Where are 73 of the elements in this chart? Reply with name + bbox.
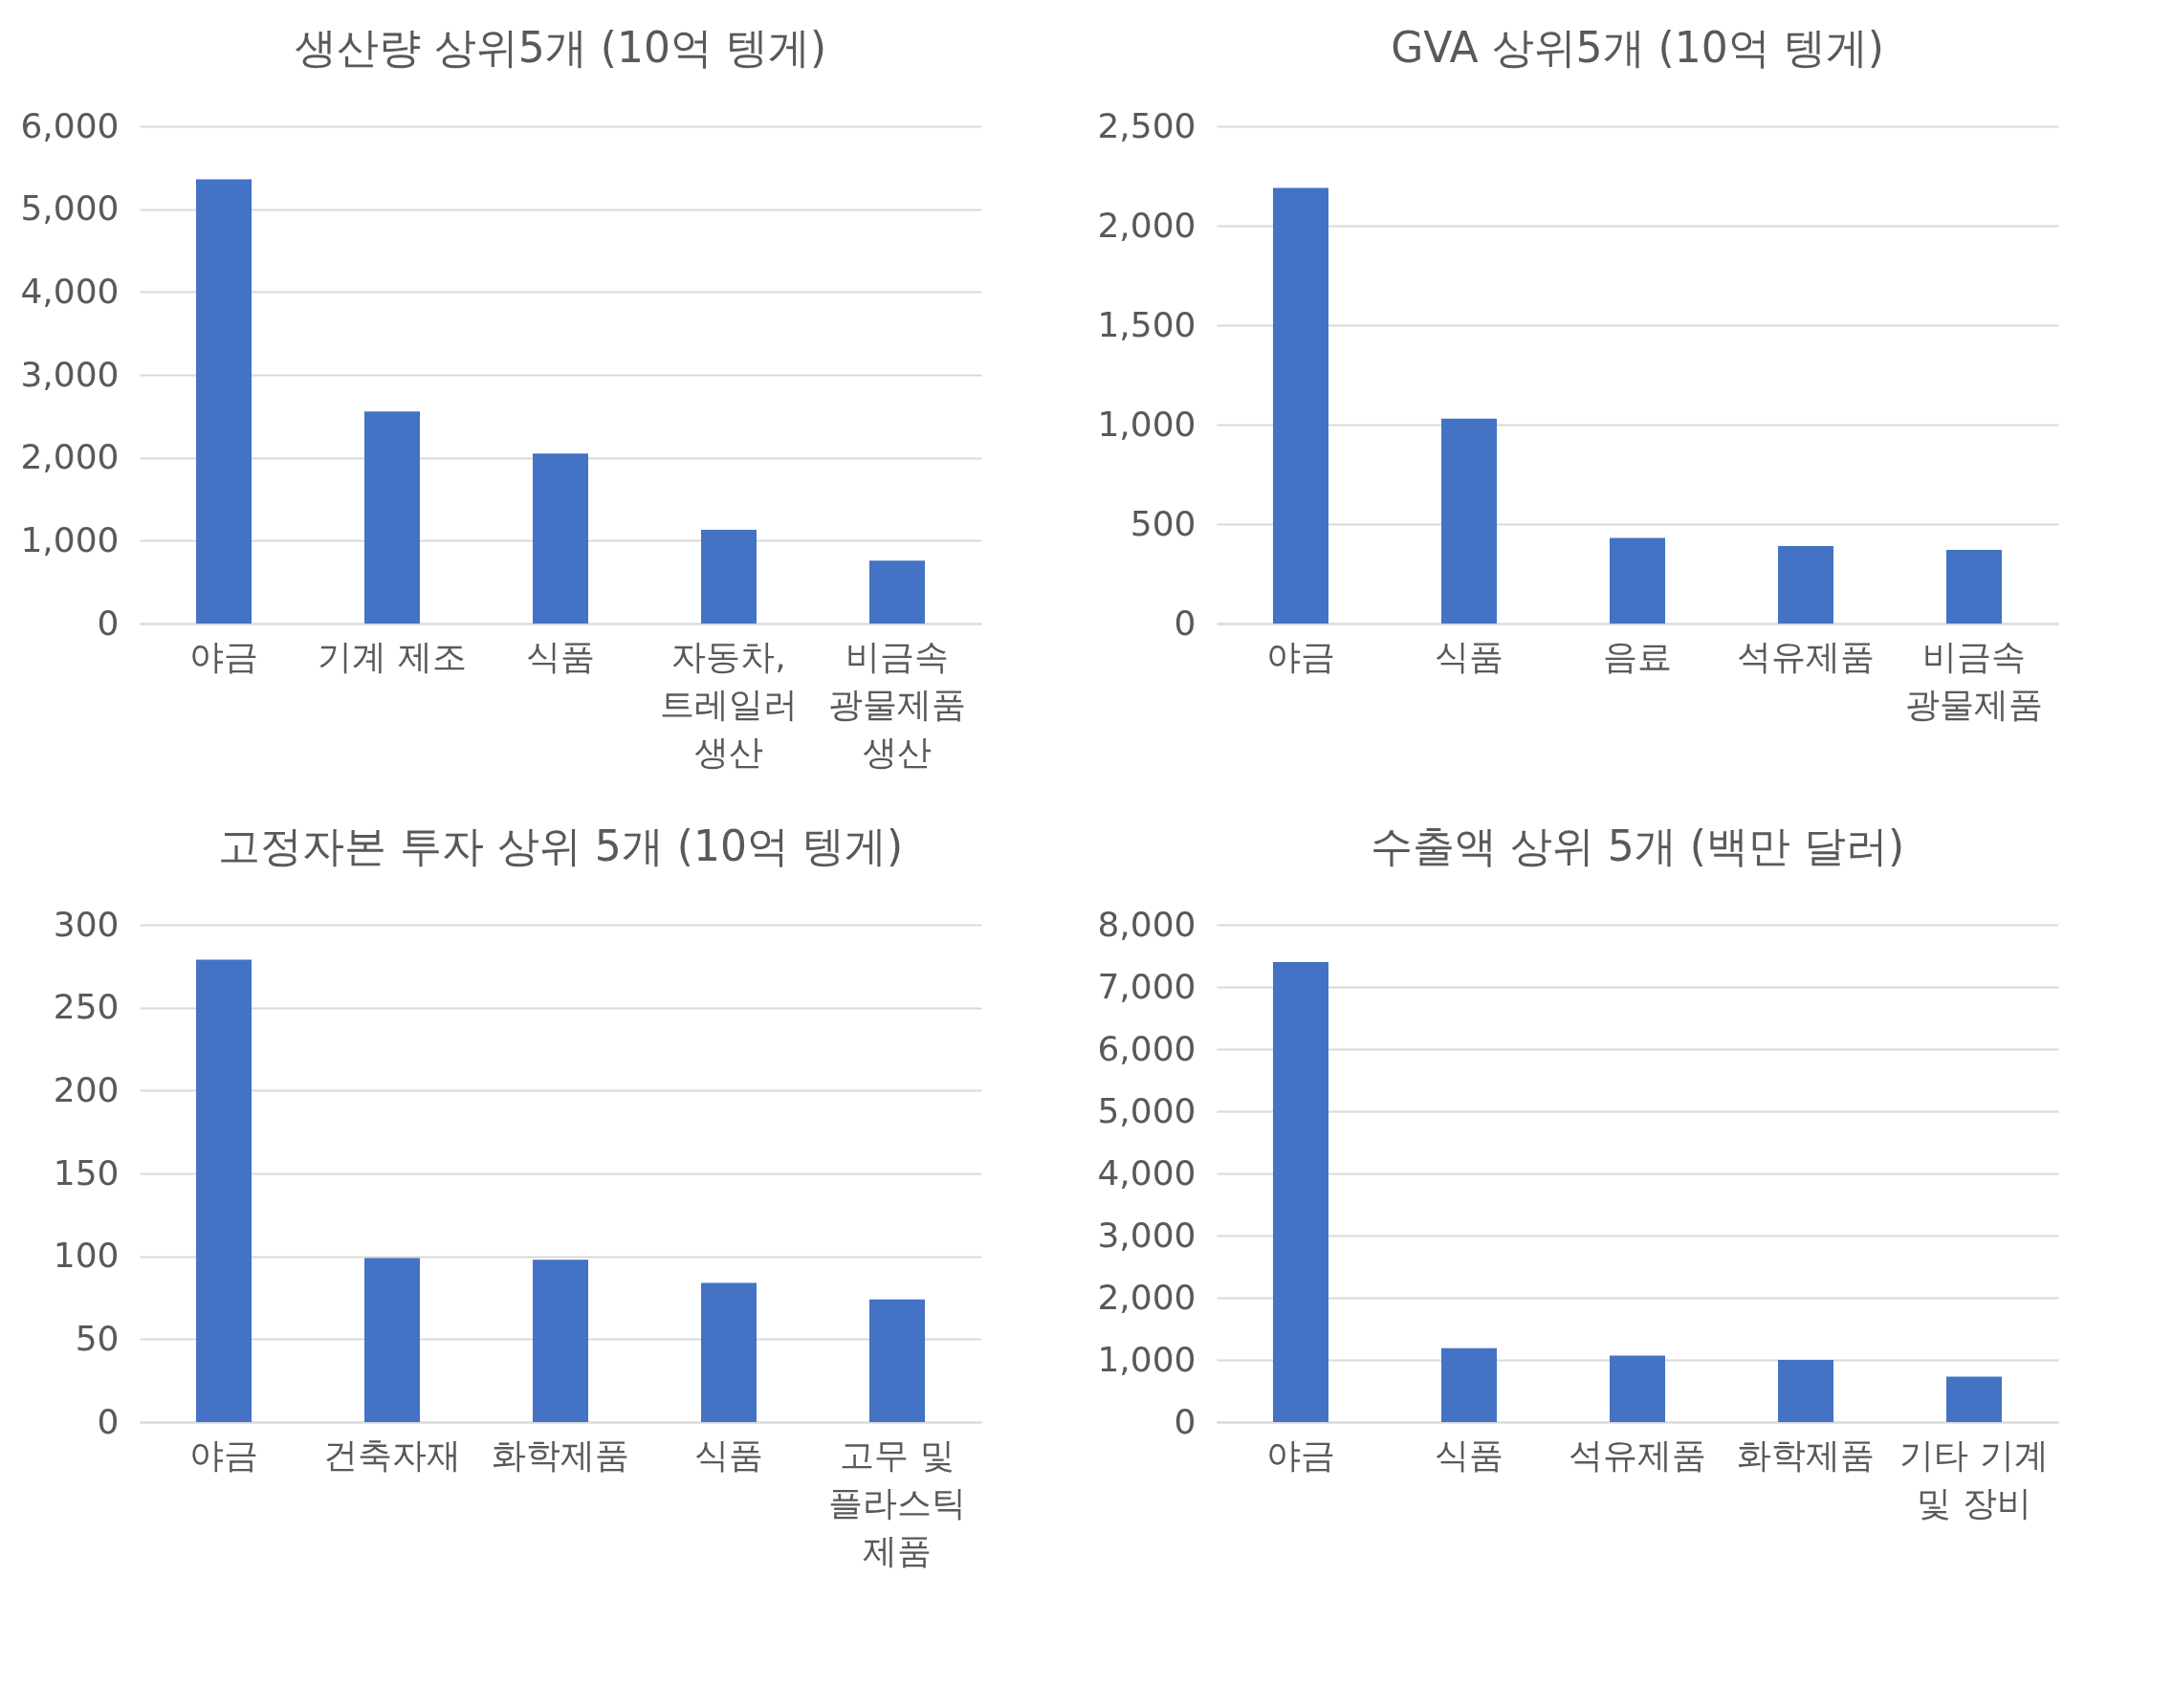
x-tick-label: 비금속 광물제품 [1905,636,2043,724]
y-tick-label: 6,000 [1097,1028,1196,1068]
bar [1273,187,1328,624]
y-tick-label: 6,000 [20,105,120,145]
x-tick-label: 식품 [1435,1434,1504,1475]
y-tick-label: 250 [53,987,120,1027]
y-tick-label: 8,000 [1097,904,1196,944]
y-tick-label: 150 [53,1152,120,1193]
y-tick-label: 5,000 [1097,1090,1196,1130]
x-tick-label: 음료 [1603,636,1672,676]
y-tick-label: 2,000 [1097,1277,1196,1317]
y-tick-label: 300 [53,904,120,944]
y-tick-label: 0 [1174,602,1196,643]
y-tick-label: 1,500 [1097,304,1196,344]
bar [869,560,925,624]
x-tick-label: 식품 [1435,636,1504,676]
x-tick-label: 기계 제조 [318,636,467,676]
y-tick-label: 1,000 [1097,1339,1196,1379]
chart-title: 고정자본 투자 상위 5개 (10억 텡게) [217,821,904,870]
y-tick-label: 7,000 [1097,966,1196,1006]
x-tick-label: 고무 및 플라스틱 제품 [828,1434,966,1570]
y-tick-label: 4,000 [20,271,120,311]
y-tick-label: 2,000 [20,437,120,477]
y-tick-label: 0 [97,602,120,643]
bar [701,1282,757,1422]
y-tick-label: 50 [75,1318,120,1358]
y-tick-label: 2,500 [1097,105,1196,145]
y-tick-label: 200 [53,1069,120,1109]
x-tick-label: 야금 [189,636,258,676]
y-tick-label: 2,000 [1097,205,1196,245]
bar [196,959,252,1422]
bar [1946,1376,2002,1422]
chart-title: GVA 상위5개 (10억 텡게) [1391,23,1884,72]
y-tick-label: 4,000 [1097,1152,1196,1193]
y-tick-label: 1,000 [1097,404,1196,444]
bar [701,530,757,624]
x-tick-label: 기타 기계 및 장비 [1899,1434,2049,1522]
y-tick-label: 3,000 [20,354,120,394]
x-tick-label: 석유제품 [1569,1434,1706,1475]
y-tick-label: 100 [53,1236,120,1276]
x-tick-label: 비금속 광물제품 생산 [828,636,966,772]
bar [1441,418,1497,624]
x-tick-label: 건축자재 [323,1434,461,1475]
x-tick-label: 식품 [694,1434,763,1475]
y-tick-label: 0 [97,1401,120,1441]
bar [1946,550,2002,624]
bar [533,453,588,624]
bar [1778,1360,1833,1422]
x-tick-label: 야금 [1266,1434,1335,1475]
bar [533,1259,588,1422]
x-tick-label: 야금 [1266,636,1335,676]
bar [1610,537,1665,624]
x-tick-label: 야금 [189,1434,258,1475]
x-tick-label: 석유제품 [1737,636,1875,676]
bar [364,411,420,624]
y-tick-label: 5,000 [20,188,120,229]
x-tick-label: 화학제품 [1737,1434,1875,1475]
bar [1610,1355,1665,1422]
chart-title: 생산량 상위5개 (10억 텡게) [294,23,827,72]
bar [364,1258,420,1422]
bar [1273,962,1328,1422]
chart-title: 수출액 상위 5개 (백만 달러) [1370,821,1905,870]
y-tick-label: 1,000 [20,519,120,559]
bar [1778,545,1833,624]
y-tick-label: 500 [1130,503,1196,543]
bar [196,179,252,624]
bar [869,1299,925,1422]
x-tick-label: 식품 [526,636,595,676]
x-tick-label: 화학제품 [492,1434,629,1475]
bar [1441,1347,1497,1422]
x-tick-label: 자동차, 트레일러 생산 [660,636,798,772]
y-tick-label: 0 [1174,1401,1196,1441]
y-tick-label: 3,000 [1097,1215,1196,1255]
